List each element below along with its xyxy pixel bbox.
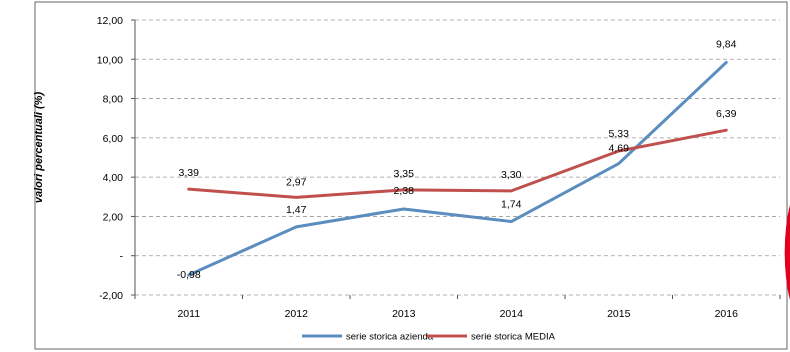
data-label-azienda: -0,98 — [177, 269, 201, 281]
y-tick-label: 2,00 — [103, 211, 124, 223]
data-label-media: 5,33 — [609, 128, 630, 140]
data-label-media: 2,97 — [286, 176, 307, 188]
x-tick-label: 2015 — [607, 308, 631, 320]
data-label-media: 6,39 — [716, 108, 737, 120]
x-tick-label: 2013 — [392, 308, 416, 320]
series-line-azienda — [187, 60, 728, 277]
x-tick-label: 2016 — [715, 308, 739, 320]
legend-label-azienda: serie storica azienda — [346, 332, 434, 343]
data-label-azienda: 1,74 — [501, 199, 522, 211]
data-label-azienda: 2,38 — [394, 185, 415, 197]
chart-frame-border — [34, 1, 788, 350]
data-label-media: 3,30 — [501, 169, 522, 181]
x-tick-label: 2011 — [177, 308, 200, 320]
legend-label-media: serie storica MEDIA — [471, 332, 556, 343]
y-tick-label: - — [120, 251, 124, 263]
x-tick-label: 2012 — [285, 308, 309, 320]
data-label-media: 3,35 — [394, 168, 415, 180]
y-axis-label: valori percentuali (%) — [33, 92, 45, 204]
data-label-azienda: 4,69 — [609, 143, 630, 155]
series-line-media — [187, 128, 728, 199]
y-tick-label: 8,00 — [103, 94, 124, 106]
y-tick-label: 4,00 — [103, 172, 124, 184]
red-circle-fragment — [784, 205, 790, 300]
y-tick-label: 10,00 — [97, 54, 123, 66]
data-label-media: 3,39 — [179, 167, 200, 179]
y-tick-label: -2,00 — [99, 290, 123, 302]
y-tick-label: 12,00 — [97, 15, 123, 27]
y-tick-label: 6,00 — [103, 133, 124, 145]
data-label-azienda: 9,84 — [716, 38, 737, 50]
data-label-azienda: 1,47 — [286, 204, 307, 216]
x-tick-label: 2014 — [500, 308, 524, 320]
